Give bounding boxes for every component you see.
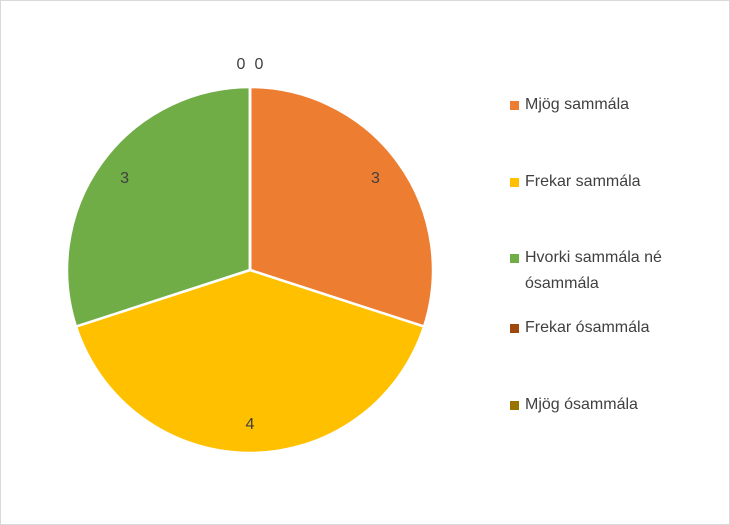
legend-swatch <box>510 101 519 110</box>
data-label: 0 <box>237 56 246 73</box>
legend-entry: Mjög sammála <box>510 92 629 118</box>
pie-slice <box>248 85 435 329</box>
data-label: 0 <box>255 56 264 73</box>
legend-label: Hvorki sammála né ósammála <box>525 249 662 292</box>
legend-entry: Frekar ósammála <box>510 315 649 341</box>
data-label: 3 <box>120 170 129 187</box>
legend-entry: Mjög ósammála <box>510 392 638 418</box>
data-label: 4 <box>246 416 255 433</box>
data-label: 3 <box>371 170 380 187</box>
legend-swatch <box>510 401 519 410</box>
legend-entry: Hvorki sammála né ósammála <box>510 245 705 297</box>
legend-label: Mjög sammála <box>525 96 630 113</box>
legend-label: Frekar sammála <box>525 173 641 190</box>
pie-slice <box>65 85 252 329</box>
pie-slice <box>74 268 426 455</box>
legend-swatch <box>510 254 519 263</box>
legend-swatch <box>510 324 519 333</box>
legend-entry: Frekar sammála <box>510 169 641 195</box>
legend-label: Frekar ósammála <box>525 319 650 336</box>
legend-swatch <box>510 178 519 187</box>
legend-label: Mjög ósammála <box>525 396 638 413</box>
